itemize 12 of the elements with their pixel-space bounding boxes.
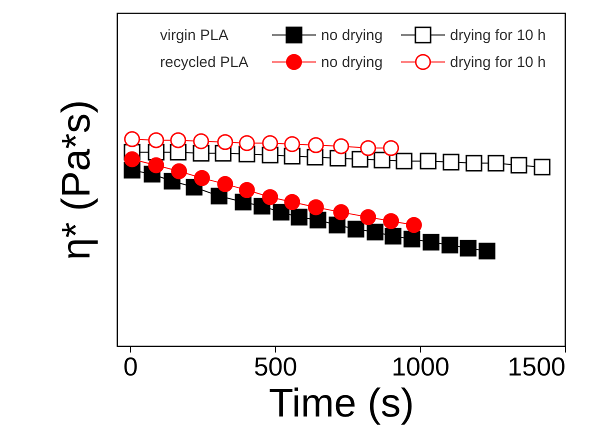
x-tick-label: 1000 — [392, 352, 450, 382]
text: virgin PLA — [160, 27, 228, 44]
x-tick-label: 0 — [123, 352, 138, 382]
legend-label: no drying — [321, 54, 383, 71]
legend-label: no drying — [321, 27, 383, 44]
x-tick-label: 500 — [254, 352, 298, 382]
legend-label: drying for 10 h — [450, 54, 546, 71]
x-tick-label: 1500 — [508, 352, 566, 382]
x-axis-title: Time (s) — [268, 382, 414, 426]
legend-label: drying for 10 h — [450, 27, 546, 44]
y-axis-title: η* (Pa*s) — [54, 100, 98, 260]
text: recycled PLA — [160, 54, 248, 71]
